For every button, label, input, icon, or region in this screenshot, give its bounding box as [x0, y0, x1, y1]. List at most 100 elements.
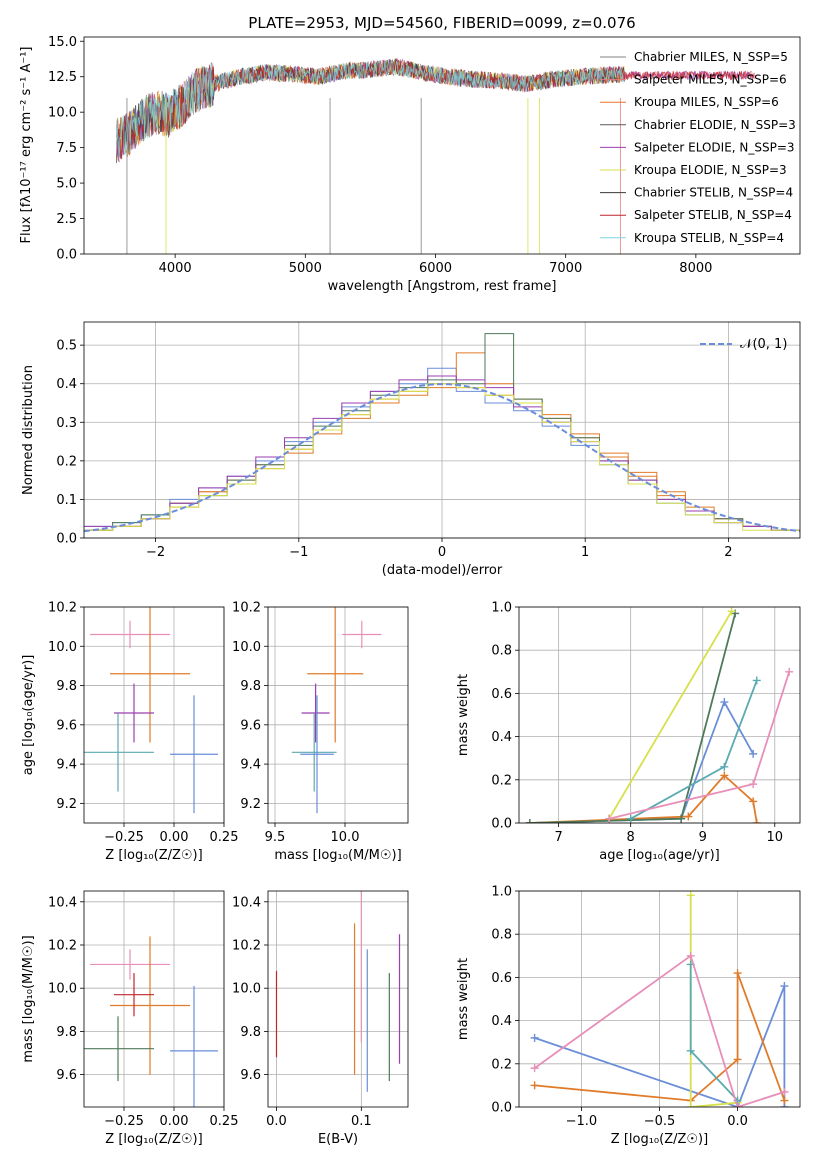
- x-tick-label: 0.00: [160, 830, 189, 845]
- mass-weight-series: [534, 985, 786, 1107]
- chart-title: PLATE=2953, MJD=54560, FIBERID=0099, z=0…: [248, 14, 635, 32]
- plot-area: [291, 607, 382, 814]
- x-tick-label: 4000: [159, 261, 192, 276]
- x-axis-label: (data-model)/error: [382, 563, 503, 578]
- axes-frame: [83, 321, 801, 539]
- axes-frame: [83, 36, 801, 255]
- axes-frame: [267, 606, 409, 824]
- plot-area: [84, 333, 800, 533]
- x-tick-label: 8: [627, 830, 635, 845]
- mass-weight-marker: [780, 982, 789, 991]
- mass-weight-marker: [733, 969, 742, 978]
- x-axis-label: Z [log₁₀(Z/Z☉)]: [611, 1132, 708, 1147]
- mass-weight-marker: [749, 797, 758, 806]
- y-tick-label: 9.4: [240, 758, 261, 773]
- x-axis-label: E(B-V): [318, 1132, 358, 1147]
- mass-weight-marker: [720, 762, 729, 771]
- plot-area: [275, 891, 401, 1092]
- x-tick-label: 0.1: [351, 1114, 372, 1129]
- legend-entry: Chabrier MILES, N_SSP=5: [634, 50, 788, 64]
- x-axis-label: Z [log₁₀(Z/Z☉)]: [105, 848, 202, 863]
- x-axis-label: mass [log₁₀(M/M☉)]: [274, 848, 401, 863]
- mass-weight-marker: [780, 1087, 789, 1096]
- y-axis-label: mass weight: [456, 958, 471, 1040]
- axes-frame: [518, 606, 801, 824]
- x-tick-label: 0.0: [266, 1114, 287, 1129]
- y-tick-label: 0.4: [56, 377, 77, 392]
- x-tick-label: 7000: [549, 261, 582, 276]
- y-tick-label: 9.2: [240, 797, 261, 812]
- y-tick-label: 1.0: [491, 601, 512, 616]
- x-tick-label: −1: [289, 545, 308, 560]
- mass-weight-marker: [605, 814, 614, 823]
- axes-frame: [83, 606, 225, 824]
- y-tick-label: 0.8: [491, 644, 512, 659]
- x-tick-label: 0.0: [727, 1114, 748, 1129]
- x-tick-label: 5000: [289, 261, 322, 276]
- y-tick-label: 5.0: [56, 177, 77, 192]
- y-axis-label: mass weight: [456, 674, 471, 756]
- x-tick-label: 7: [554, 830, 562, 845]
- y-tick-label: 9.8: [56, 1025, 77, 1040]
- mass-weight-marker: [780, 1096, 789, 1105]
- y-tick-label: 9.8: [56, 679, 77, 694]
- legend-entry: Kroupa MILES, N_SSP=6: [634, 95, 779, 109]
- y-axis-label: Flux [fλ10⁻¹⁷ erg cm⁻² s⁻¹ A⁻¹]: [19, 47, 34, 244]
- y-tick-label: 9.6: [56, 1068, 77, 1083]
- mass-weight-marker: [720, 771, 729, 780]
- normal-curve: [84, 383, 800, 533]
- x-tick-label: 0.25: [210, 1114, 239, 1129]
- mass-weight-marker: [684, 812, 693, 821]
- mass-weight-marker: [749, 749, 758, 758]
- y-tick-label: 10.0: [232, 640, 261, 655]
- y-tick-label: 10.2: [232, 939, 261, 954]
- legend-entry: Chabrier STELIB, N_SSP=4: [634, 186, 793, 200]
- x-tick-label: 6000: [419, 261, 452, 276]
- mass-weight-marker: [752, 676, 761, 685]
- mass-weight-series: [529, 613, 737, 823]
- axes-frame: [83, 890, 225, 1108]
- y-tick-label: 0.1: [56, 493, 77, 508]
- y-tick-label: 0.2: [491, 773, 512, 788]
- x-tick-label: −0.25: [104, 830, 144, 845]
- y-tick-label: 10.2: [48, 601, 77, 616]
- mass-weight-marker: [785, 667, 794, 676]
- legend-entry: Salpeter ELODIE, N_SSP=3: [634, 140, 795, 154]
- spectrum-line: [116, 59, 625, 161]
- mass-weight-marker: [530, 1033, 539, 1042]
- y-tick-label: 0.4: [491, 1014, 512, 1029]
- y-tick-label: 2.5: [56, 212, 77, 227]
- x-tick-label: 1: [581, 545, 589, 560]
- axes-frame: [518, 890, 801, 1108]
- y-tick-label: 10.4: [232, 895, 261, 910]
- x-tick-label: 8000: [679, 261, 712, 276]
- x-tick-label: 0.00: [160, 1114, 189, 1129]
- y-tick-label: 0.2: [56, 454, 77, 469]
- plot-area: [116, 58, 755, 254]
- y-tick-label: 0.0: [491, 1101, 512, 1116]
- y-tick-label: 7.5: [56, 141, 77, 156]
- axes-3: 9.5 10.0 9.2 9.4 9.6 9.8 10.0 10.2 mass [log₁₀(M…: [232, 601, 409, 863]
- histogram-series: [84, 383, 800, 531]
- y-tick-label: 0.0: [56, 248, 77, 263]
- x-axis-label: age [log₁₀(age/yr)]: [599, 848, 720, 863]
- legend-entry: Kroupa STELIB, N_SSP=4: [634, 231, 784, 245]
- y-tick-label: 15.0: [48, 35, 77, 50]
- axes-frame: [267, 890, 409, 1108]
- mass-weight-series: [534, 954, 785, 1107]
- x-tick-label: 9.5: [265, 830, 286, 845]
- legend-entry: Kroupa ELODIE, N_SSP=3: [634, 163, 787, 177]
- y-tick-label: 9.6: [240, 1068, 261, 1083]
- x-tick-label: −2: [146, 545, 165, 560]
- axes-7: −1.0 −0.5 0.0 0.0 0.2 0.4 0.6 0.8 1.0 Z [log₁₀(Z/…: [456, 885, 801, 1147]
- legend-entry: Salpeter MILES, N_SSP=6: [634, 73, 787, 87]
- mass-weight-marker: [525, 819, 534, 823]
- mass-weight-series: [529, 774, 758, 823]
- y-tick-label: 0.8: [491, 928, 512, 943]
- y-axis-label: mass [log₁₀(M/M☉)]: [21, 935, 36, 1062]
- y-tick-label: 10.0: [48, 106, 77, 121]
- histogram-series: [84, 352, 800, 531]
- y-tick-label: 0.6: [491, 687, 512, 702]
- mass-weight-marker: [686, 951, 695, 960]
- y-tick-label: 10.4: [48, 895, 77, 910]
